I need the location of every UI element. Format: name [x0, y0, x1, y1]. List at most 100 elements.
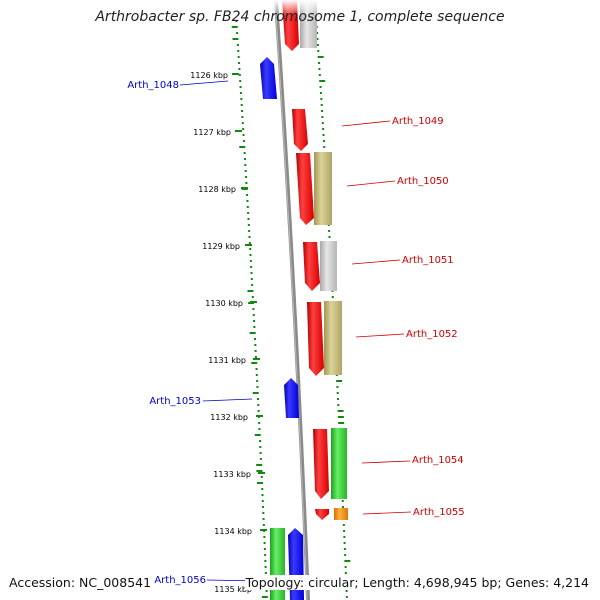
gc-dot [247, 218, 250, 220]
gc-dot [251, 284, 254, 286]
gc-dot [245, 182, 248, 184]
leader-line [355, 333, 405, 338]
gc-dot [263, 536, 266, 538]
gc-dot [263, 542, 266, 544]
leader-line [202, 398, 253, 402]
gc-dot [231, 26, 238, 28]
gc-dot [320, 104, 323, 106]
leader-line [362, 511, 412, 515]
gc-dot [262, 506, 265, 508]
gc-dot [263, 548, 266, 550]
gc-dot [236, 44, 239, 46]
gc-dot [249, 248, 252, 250]
gc-dot [336, 380, 343, 382]
gc-dot [337, 404, 340, 406]
gene-label[interactable]: Arth_1050 [397, 176, 449, 187]
gene-label[interactable]: Arth_1048 [127, 80, 179, 91]
tick-label: 1131 kbp [208, 356, 246, 365]
gene-orange [334, 508, 348, 520]
gc-dot [242, 134, 245, 136]
gc-dot [343, 548, 346, 550]
gc-dot [251, 362, 258, 364]
gc-dot [253, 338, 256, 340]
gene-label[interactable]: Arth_1056 [154, 575, 206, 586]
gc-dot [319, 80, 326, 82]
gc-dot [262, 512, 265, 514]
gc-dot [242, 140, 245, 142]
gc-dot [239, 80, 242, 82]
tick-label: 1133 kbp [213, 470, 251, 479]
gc-dot [328, 236, 331, 238]
gc-dot [262, 524, 265, 526]
gc-dot [316, 38, 319, 40]
leader-line [351, 259, 401, 265]
leader-line [346, 180, 396, 187]
gc-dot [265, 590, 268, 592]
gc-dot [264, 554, 267, 556]
gene-label[interactable]: Arth_1051 [402, 255, 454, 266]
gc-dot [254, 434, 261, 436]
gc-dot [337, 410, 344, 412]
gc-dot [237, 50, 240, 52]
leader-line [179, 80, 229, 86]
gc-dot [264, 566, 267, 568]
gc-dot [247, 224, 250, 226]
accession-text: Accession: NC_008541 [8, 575, 153, 590]
gc-dot [252, 392, 259, 394]
map-title: Arthrobacter sp. FB24 chromosome 1, comp… [95, 9, 505, 25]
gc-dot [241, 116, 244, 118]
gc-dot [262, 518, 265, 520]
gc-dot [249, 260, 252, 262]
cds-arrow-plus [313, 429, 329, 499]
gc-dot [336, 386, 339, 388]
gc-dot [249, 332, 256, 334]
gc-dot [323, 146, 326, 148]
gc-dot [318, 62, 321, 64]
gc-dot [343, 542, 346, 544]
gc-dot [239, 86, 242, 88]
tick-mark [250, 301, 257, 303]
cds-arrow-plus [296, 153, 314, 225]
gc-dot [259, 452, 262, 454]
gc-dot [254, 344, 257, 346]
gc-dot [257, 410, 260, 412]
gc-dot [248, 242, 251, 244]
gc-dot [256, 464, 263, 466]
leader-line [361, 460, 411, 464]
gc-dot [247, 212, 250, 214]
gc-dot [317, 50, 320, 52]
gc-dot [248, 236, 251, 238]
tick-mark [253, 358, 260, 360]
gc-dot [248, 230, 251, 232]
gene-label[interactable]: Arth_1053 [149, 396, 201, 407]
gc-dot [259, 446, 262, 448]
tick-label: 1132 kbp [210, 413, 248, 422]
gc-dot [321, 116, 324, 118]
tick-mark [241, 187, 248, 189]
gc-dot [344, 572, 347, 574]
cds-arrow-minus [284, 378, 299, 418]
gc-dot [246, 194, 249, 196]
gene-label[interactable]: Arth_1055 [413, 507, 465, 518]
gene-label[interactable]: Arth_1049 [392, 116, 444, 127]
gc-dot [258, 422, 261, 424]
gc-dot [331, 296, 334, 298]
gc-dot [336, 392, 339, 394]
gc-dot [243, 158, 246, 160]
gc-dot [328, 230, 331, 232]
tick-mark [256, 415, 263, 417]
gc-dot [345, 590, 348, 592]
gc-dot [342, 506, 345, 508]
gc-dot [344, 566, 347, 568]
gc-dot [344, 560, 351, 562]
gc-dot [343, 536, 346, 538]
cds-arrow-plus [292, 109, 308, 151]
gc-dot [253, 326, 256, 328]
gene-label[interactable]: Arth_1052 [406, 329, 458, 340]
gc-dot [345, 596, 348, 598]
gene-label[interactable]: Arth_1054 [412, 455, 464, 466]
gc-dot [240, 98, 243, 100]
gc-dot [261, 494, 264, 496]
gc-dot [237, 56, 240, 58]
gc-dot [317, 56, 324, 58]
